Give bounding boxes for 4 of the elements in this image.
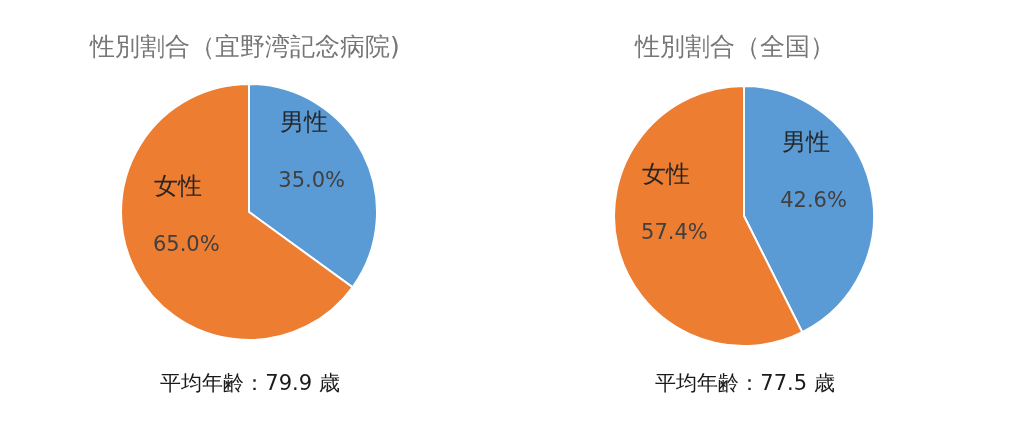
title: 性別割合（宜野湾記念病院) (90, 31, 400, 61)
title: 性別割合（全国） (635, 31, 835, 61)
annotation: 平均年齢：79.9 歳 (160, 371, 340, 395)
annotation: 平均年齢：77.5 歳 (655, 371, 835, 395)
